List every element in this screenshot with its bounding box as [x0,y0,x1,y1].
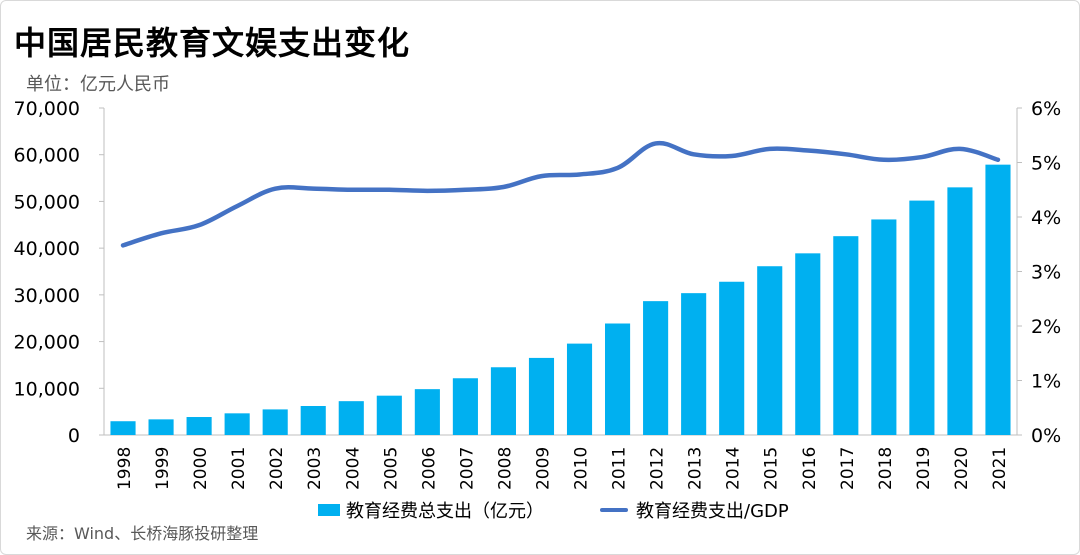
y-left-tick-label: 0 [68,425,80,447]
x-tick-label: 1998 [115,447,135,490]
y-right-tick-label: 1% [1031,371,1061,393]
x-tick-label: 2004 [343,447,363,490]
bar [338,401,364,435]
x-tick-label: 2019 [914,447,934,490]
x-tick-label: 2016 [800,447,820,490]
bar [186,417,212,435]
bar [262,409,288,435]
bar [947,187,973,435]
bar [300,405,326,435]
legend-item-bar: 教育经费总支出（亿元） [318,497,544,523]
legend-bar-swatch [318,504,340,516]
legend-bar-label: 教育经费总支出（亿元） [346,501,544,522]
x-tick-label: 2001 [229,447,249,490]
bar [110,421,136,435]
unit-label: 单位：亿元人民币 [26,74,170,95]
x-tick-label: 2008 [495,447,515,490]
bar [795,253,821,435]
x-tick-label: 2015 [762,447,782,490]
bar [148,419,174,435]
x-tick-label: 2020 [952,447,972,490]
y-right-tick-label: 0% [1031,425,1061,447]
x-tick-label: 2021 [990,447,1010,490]
y-left-tick-label: 20,000 [14,332,80,354]
x-tick-label: 2013 [686,447,706,490]
y-right-tick-label: 6% [1031,98,1061,120]
x-tick-label: 2014 [724,447,744,490]
x-tick-label: 2009 [533,447,553,490]
bar [643,301,669,435]
y-right-tick-label: 4% [1031,207,1061,229]
bar [490,367,516,435]
y-left-tick-label: 40,000 [14,238,80,260]
bar [871,219,897,435]
x-tick-label: 2011 [610,447,630,490]
bar [452,378,478,435]
bar [566,343,593,435]
source-note: 来源：Wind、长桥海豚投研整理 [26,524,259,543]
x-tick-label: 2006 [419,447,439,490]
bar [528,357,555,435]
bar [224,413,250,435]
x-tick-label: 2012 [648,447,668,490]
x-tick-label: 2010 [572,447,592,490]
y-left-tick-label: 10,000 [14,378,80,400]
bar [376,395,402,435]
bar [909,200,935,435]
bar [605,323,631,435]
chart-title: 中国居民教育文娱支出变化 [14,24,411,62]
y-left-tick-label: 60,000 [14,145,80,167]
bar [757,266,783,435]
x-tick-label: 2018 [876,447,896,490]
series-line-gdp-ratio [120,140,1001,248]
x-tick-label: 2002 [267,447,287,490]
bar [833,236,859,435]
y-left-tick-label: 30,000 [14,285,80,307]
legend-line-swatch [600,508,628,512]
bar [985,164,1011,435]
bar [414,389,440,435]
x-tick-label: 2003 [305,447,325,490]
legend-line-label: 教育经费支出/GDP [636,501,789,522]
x-tick-label: 1999 [153,447,173,490]
y-right-tick-label: 2% [1031,316,1061,338]
x-tick-label: 2017 [838,447,858,490]
y-left-tick-label: 70,000 [14,98,80,120]
y-right-tick-label: 3% [1031,262,1061,284]
x-tick-label: 2005 [381,447,401,490]
bar [681,293,707,435]
x-tick-label: 2000 [191,447,211,490]
bar [719,281,745,435]
x-tick-label: 2007 [457,447,477,490]
y-right-tick-label: 5% [1031,153,1061,175]
legend-item-line: 教育经费支出/GDP [600,497,789,523]
y-left-tick-label: 50,000 [14,191,80,213]
